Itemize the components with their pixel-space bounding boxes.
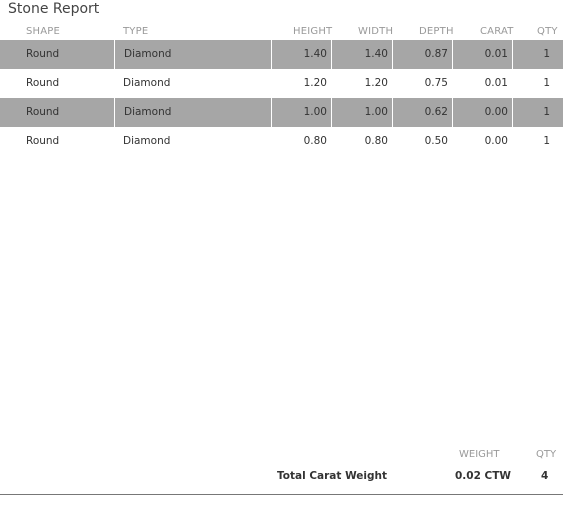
cell-carat: 0.01 bbox=[484, 77, 508, 89]
cell-width: 0.80 bbox=[364, 135, 388, 147]
summary-qty-header: QTY bbox=[536, 449, 557, 460]
cell-type: Diamond bbox=[114, 40, 271, 69]
cell-shape: Round bbox=[26, 48, 60, 60]
cell-qty: 1 bbox=[512, 98, 563, 127]
table-row[interactable]: Round Diamond 1.20 1.20 0.75 0.01 1 bbox=[0, 69, 563, 98]
cell-qty: 1 bbox=[543, 77, 550, 89]
cell-qty: 1 bbox=[543, 135, 550, 147]
cell-depth: 0.75 bbox=[424, 77, 448, 89]
cell-width: 1.40 bbox=[331, 40, 392, 69]
cell-depth: 0.62 bbox=[392, 98, 452, 127]
table-row[interactable]: Round Diamond 1.40 1.40 0.87 0.01 1 bbox=[0, 40, 563, 69]
cell-height: 1.00 bbox=[271, 98, 331, 127]
cell-depth: 0.50 bbox=[424, 135, 448, 147]
cell-carat: 0.00 bbox=[452, 98, 512, 127]
column-header-type: TYPE bbox=[123, 26, 149, 37]
cell-qty: 1 bbox=[512, 40, 563, 69]
summary-weight-header: WEIGHT bbox=[459, 449, 500, 460]
bottom-divider bbox=[0, 494, 563, 495]
cell-shape: Round bbox=[26, 106, 60, 118]
cell-height: 1.20 bbox=[303, 77, 327, 89]
page-title: Stone Report bbox=[8, 1, 100, 17]
total-weight-value: 0.02 CTW bbox=[455, 470, 512, 482]
cell-width: 1.00 bbox=[331, 98, 392, 127]
column-header-carat: CARAT bbox=[480, 26, 514, 37]
cell-width: 1.20 bbox=[364, 77, 388, 89]
cell-shape: Round bbox=[26, 135, 60, 147]
cell-type: Diamond bbox=[123, 77, 171, 89]
column-header-qty: QTY bbox=[537, 26, 558, 37]
cell-type: Diamond bbox=[123, 135, 171, 147]
table-row[interactable]: Round Diamond 0.80 0.80 0.50 0.00 1 bbox=[0, 127, 563, 156]
total-carat-weight-label: Total Carat Weight bbox=[277, 470, 388, 482]
column-header-width: WIDTH bbox=[358, 26, 394, 37]
column-header-height: HEIGHT bbox=[293, 26, 333, 37]
column-header-shape: SHAPE bbox=[26, 26, 61, 37]
table-row[interactable]: Round Diamond 1.00 1.00 0.62 0.00 1 bbox=[0, 98, 563, 127]
cell-height: 0.80 bbox=[303, 135, 327, 147]
total-qty-value: 4 bbox=[541, 470, 549, 482]
cell-shape: Round bbox=[26, 77, 60, 89]
column-header-depth: DEPTH bbox=[419, 26, 454, 37]
cell-carat: 0.01 bbox=[452, 40, 512, 69]
cell-height: 1.40 bbox=[271, 40, 331, 69]
cell-carat: 0.00 bbox=[484, 135, 508, 147]
cell-depth: 0.87 bbox=[392, 40, 452, 69]
cell-type: Diamond bbox=[114, 98, 271, 127]
